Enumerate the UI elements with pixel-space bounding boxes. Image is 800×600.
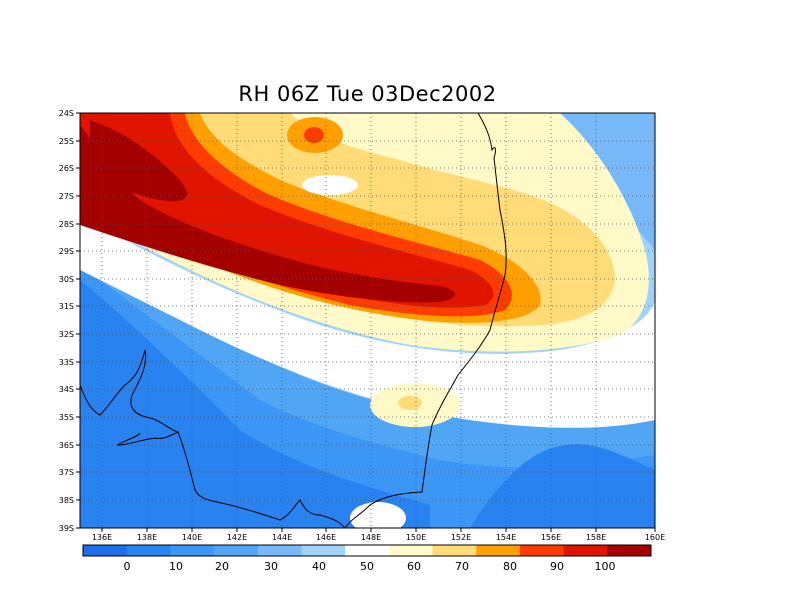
colorbar-label-10: 10: [169, 560, 183, 573]
lon-labels: 136E 138E 140E 142E 144E 146E 148E 150E …: [92, 533, 665, 542]
colorbar-label-60: 60: [407, 560, 421, 573]
rh-blob-blue-s: [312, 488, 348, 528]
lat-label-35s: 35S: [59, 413, 74, 422]
colorbar-swatch-0: [83, 545, 128, 556]
lon-label-160e: 160E: [645, 533, 665, 542]
rh-band-40-50: [80, 215, 655, 428]
lat-axis: [76, 112, 80, 529]
rh-band-100-b: [90, 120, 187, 202]
colorbar-swatch-5: [301, 545, 346, 556]
colorbar-label-30: 30: [264, 560, 278, 573]
lat-label-31s: 31S: [59, 302, 74, 311]
colorbar-label-80: 80: [503, 560, 517, 573]
map-title: RH 06Z Tue 03Dec2002: [238, 82, 497, 106]
lat-label-24s: 24S: [59, 109, 74, 118]
colorbar-swatch-7: [388, 545, 434, 556]
lon-label-144e: 144E: [272, 533, 292, 542]
colorbar-swatch-3: [214, 545, 259, 556]
coastline-east: [344, 112, 507, 529]
colorbar-label-20: 20: [215, 560, 229, 573]
lon-label-154e: 154E: [496, 533, 516, 542]
colorbar-swatch-9: [476, 545, 521, 556]
coastline-south: [177, 431, 346, 529]
lat-label-36s: 36S: [59, 441, 74, 450]
lon-label-152e: 152E: [451, 533, 471, 542]
colorbar-swatch-1: [126, 545, 171, 556]
lat-labels: 24S 25S 26S 27S 28S 29S 30S 31S 32S 33S …: [59, 109, 74, 533]
colorbar-label-100: 100: [595, 560, 616, 573]
lat-label-39s: 39S: [59, 524, 74, 533]
colorbar-label-40: 40: [312, 560, 326, 573]
lat-label-30s: 30S: [59, 275, 74, 284]
lon-label-138e: 138E: [137, 533, 157, 542]
colorbar-swatch-8: [432, 545, 477, 556]
colorbar-swatch-6: [345, 545, 390, 556]
colorbar-swatch-10: [519, 545, 565, 556]
lon-label-148e: 148E: [361, 533, 381, 542]
colorbar-swatch-2: [170, 545, 215, 556]
lat-label-25s: 25S: [59, 137, 74, 146]
lon-label-146e: 146E: [316, 533, 336, 542]
rh-band-dk-se: [470, 444, 655, 528]
lon-label-142e: 142E: [227, 533, 247, 542]
rh-band-0-10-b: [80, 280, 430, 528]
colorbar: 0 10 20 30 40 50 60 70 80 90 100: [82, 544, 652, 573]
colorbar-frame: [82, 544, 652, 557]
lat-label-29s: 29S: [59, 247, 74, 256]
colorbar-label-0: 0: [124, 560, 131, 573]
rh-blob-yellow-s2: [398, 396, 422, 410]
lat-label-37s: 37S: [59, 468, 74, 477]
lat-label-34s: 34S: [59, 385, 74, 394]
lon-label-150e: 150E: [406, 533, 426, 542]
colorbar-label-70: 70: [455, 560, 469, 573]
lon-label-136e: 136E: [92, 533, 112, 542]
lat-label-27s: 27S: [59, 192, 74, 201]
rh-blob-white-s: [350, 502, 406, 528]
colorbar-label-90: 90: [550, 560, 564, 573]
lat-label-32s: 32S: [59, 330, 74, 339]
rh-blob-red-n: [304, 127, 324, 143]
lat-label-38s: 38S: [59, 496, 74, 505]
colorbar-label-50: 50: [360, 560, 374, 573]
lat-label-33s: 33S: [59, 358, 74, 367]
colorbar-swatch-12: [607, 545, 652, 556]
lat-label-26s: 26S: [59, 164, 74, 173]
map-frame: [79, 112, 656, 529]
coastline: [79, 112, 507, 529]
lat-label-28s: 28S: [59, 220, 74, 229]
rh-blob-white-n: [302, 175, 358, 195]
colorbar-swatches: [83, 545, 652, 556]
rh-blob-white-e: [540, 365, 640, 425]
rh-band-90-100: [80, 113, 494, 308]
coastline-gulf: [79, 349, 180, 446]
lon-label-156e: 156E: [541, 533, 561, 542]
rh-band-100: [80, 125, 455, 303]
lon-axis: [101, 528, 656, 532]
colorbar-swatch-4: [257, 545, 302, 556]
colorbar-swatch-11: [563, 545, 608, 556]
lon-label-158e: 158E: [586, 533, 606, 542]
lon-label-140e: 140E: [182, 533, 202, 542]
rh-field: [80, 113, 655, 528]
